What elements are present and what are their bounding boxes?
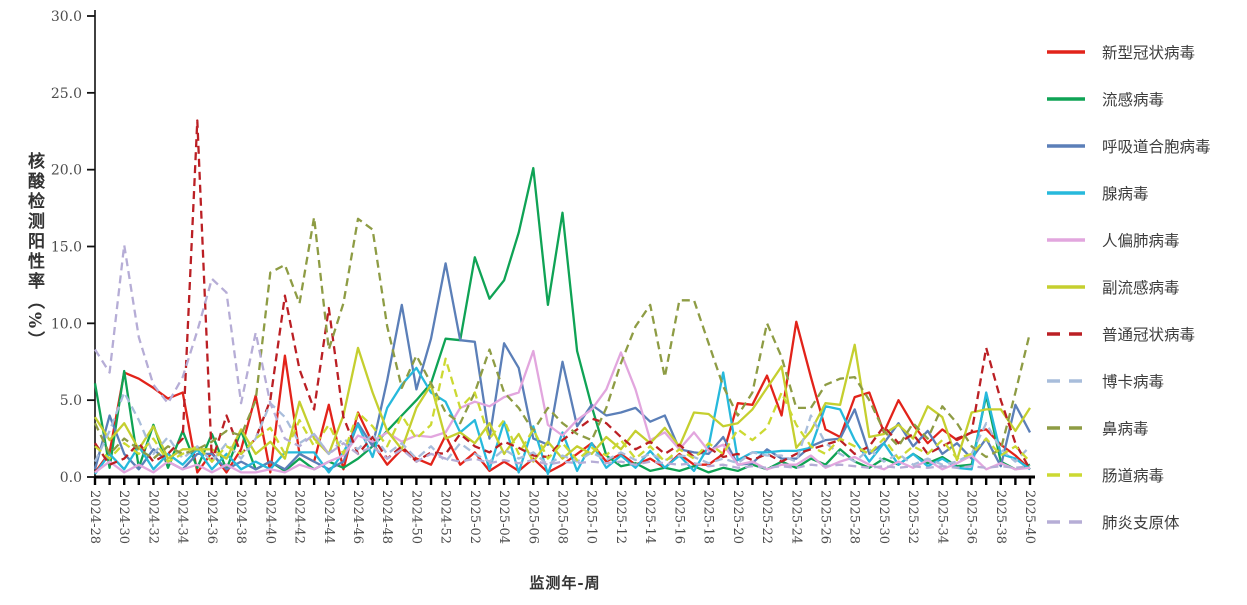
x-tick-label: 2024-32 bbox=[145, 490, 160, 544]
y-tick-label: 0.0 bbox=[60, 470, 82, 486]
line-chart-canvas: 0.0 5.0 10.0 15.0 20.0 25.0 30.0 2024-28 2024-30… bbox=[51, 9, 1037, 544]
x-tick-label: 2024-38 bbox=[233, 490, 248, 544]
legend-label: 人偏肺病毒 bbox=[1102, 231, 1180, 250]
legend-item: 肠道病毒 bbox=[1046, 451, 1246, 498]
legend-line-sample bbox=[1047, 331, 1085, 336]
legend-label: 肺炎支原体 bbox=[1102, 513, 1180, 532]
legend-item: 新型冠状病毒 bbox=[1046, 28, 1246, 75]
y-tick-label: 5.0 bbox=[60, 393, 82, 409]
legend-line-sample bbox=[1047, 378, 1085, 383]
y-axis-title: 核酸检测阳性率（%） bbox=[24, 152, 44, 352]
legend-line-sample bbox=[1047, 237, 1085, 242]
legend-line-sample bbox=[1047, 49, 1085, 54]
legend-label: 新型冠状病毒 bbox=[1102, 43, 1196, 62]
x-tick-label: 2025-08 bbox=[555, 490, 570, 544]
x-tick-label: 2025-36 bbox=[964, 490, 979, 544]
legend-item: 流感病毒 bbox=[1046, 75, 1246, 122]
series-line bbox=[94, 349, 1031, 474]
x-tick-label: 2025-18 bbox=[701, 490, 716, 544]
x-tick-label: 2025-28 bbox=[847, 490, 862, 544]
x-tick-label: 2025-30 bbox=[876, 490, 891, 544]
x-tick-label: 2024-42 bbox=[292, 490, 307, 544]
series-line bbox=[93, 391, 1031, 466]
y-tick-label: 30.0 bbox=[51, 9, 82, 25]
legend-label: 鼻病毒 bbox=[1102, 419, 1149, 438]
legend-label: 博卡病毒 bbox=[1102, 372, 1165, 391]
x-tick-label: 2024-48 bbox=[379, 490, 394, 544]
x-tick-label: 2025-06 bbox=[525, 490, 540, 544]
x-tick-label: 2024-40 bbox=[262, 490, 277, 544]
legend-item: 普通冠状病毒 bbox=[1046, 310, 1246, 357]
series-line bbox=[93, 216, 1032, 460]
legend-item: 人偏肺病毒 bbox=[1046, 216, 1246, 263]
legend-item: 腺病毒 bbox=[1046, 169, 1246, 216]
legend-label: 腺病毒 bbox=[1102, 184, 1149, 203]
x-tick-label: 2025-12 bbox=[613, 490, 628, 544]
legend-line-sample bbox=[1047, 96, 1085, 101]
legend-label: 肠道病毒 bbox=[1102, 466, 1165, 485]
x-tick-label: 2025-26 bbox=[817, 490, 832, 544]
x-tick-label: 2024-50 bbox=[408, 490, 423, 544]
x-tick-label: 2025-34 bbox=[934, 490, 949, 544]
x-tick-label: 2024-30 bbox=[116, 490, 131, 544]
x-tick-label: 2025-16 bbox=[671, 490, 686, 544]
y-tick-label: 15.0 bbox=[51, 240, 82, 256]
legend-label: 普通冠状病毒 bbox=[1102, 325, 1196, 344]
x-tick-label: 2025-24 bbox=[788, 490, 803, 544]
x-tick-label: 2024-34 bbox=[175, 490, 190, 544]
x-tick-label: 2025-22 bbox=[759, 490, 774, 544]
series-line bbox=[94, 357, 1031, 463]
series-line bbox=[94, 243, 1031, 469]
x-tick-label: 2025-14 bbox=[642, 490, 657, 544]
legend-label: 呼吸道合胞病毒 bbox=[1102, 137, 1211, 156]
x-tick-label: 2024-44 bbox=[321, 490, 336, 544]
legend-item: 鼻病毒 bbox=[1046, 404, 1246, 451]
legend-line-sample bbox=[1047, 190, 1085, 195]
series-line bbox=[94, 366, 1031, 476]
x-tick-label: 2025-40 bbox=[1022, 490, 1037, 544]
legend-label: 副流感病毒 bbox=[1102, 278, 1180, 297]
x-tick-label: 2024-36 bbox=[204, 490, 219, 544]
legend-line-sample bbox=[1047, 425, 1085, 430]
legend-line-sample bbox=[1047, 143, 1085, 148]
legend-item: 博卡病毒 bbox=[1046, 357, 1246, 404]
x-tick-label: 2025-20 bbox=[730, 490, 745, 544]
y-tick-label: 25.0 bbox=[51, 86, 82, 102]
x-tick-label: 2025-10 bbox=[584, 490, 599, 544]
legend-item: 肺炎支原体 bbox=[1046, 498, 1246, 545]
x-tick-label: 2025-02 bbox=[467, 490, 482, 544]
legend-label: 流感病毒 bbox=[1102, 90, 1165, 109]
legend: 新型冠状病毒 流感病毒呼吸道合胞病毒 腺病毒人偏肺病毒副流感病毒普通冠状病毒 博卡病毒… bbox=[1046, 28, 1246, 545]
legend-item: 副流感病毒 bbox=[1046, 263, 1246, 310]
x-axis-title: 监测年-周 bbox=[529, 574, 601, 592]
y-tick-label: 10.0 bbox=[51, 316, 82, 332]
x-tick-label: 2024-46 bbox=[350, 490, 365, 544]
legend-line-sample bbox=[1047, 472, 1085, 477]
series-line bbox=[93, 166, 1031, 474]
x-tick-label: 2024-28 bbox=[87, 490, 102, 544]
x-tick-label: 2024-52 bbox=[438, 490, 453, 544]
y-tick-label: 20.0 bbox=[51, 163, 82, 179]
legend-line-sample bbox=[1047, 519, 1085, 524]
legend-item: 呼吸道合胞病毒 bbox=[1046, 122, 1246, 169]
x-tick-label: 2025-04 bbox=[496, 490, 511, 544]
x-tick-label: 2025-32 bbox=[905, 490, 920, 544]
x-tick-label: 2025-38 bbox=[993, 490, 1008, 544]
legend-line-sample bbox=[1047, 284, 1085, 289]
